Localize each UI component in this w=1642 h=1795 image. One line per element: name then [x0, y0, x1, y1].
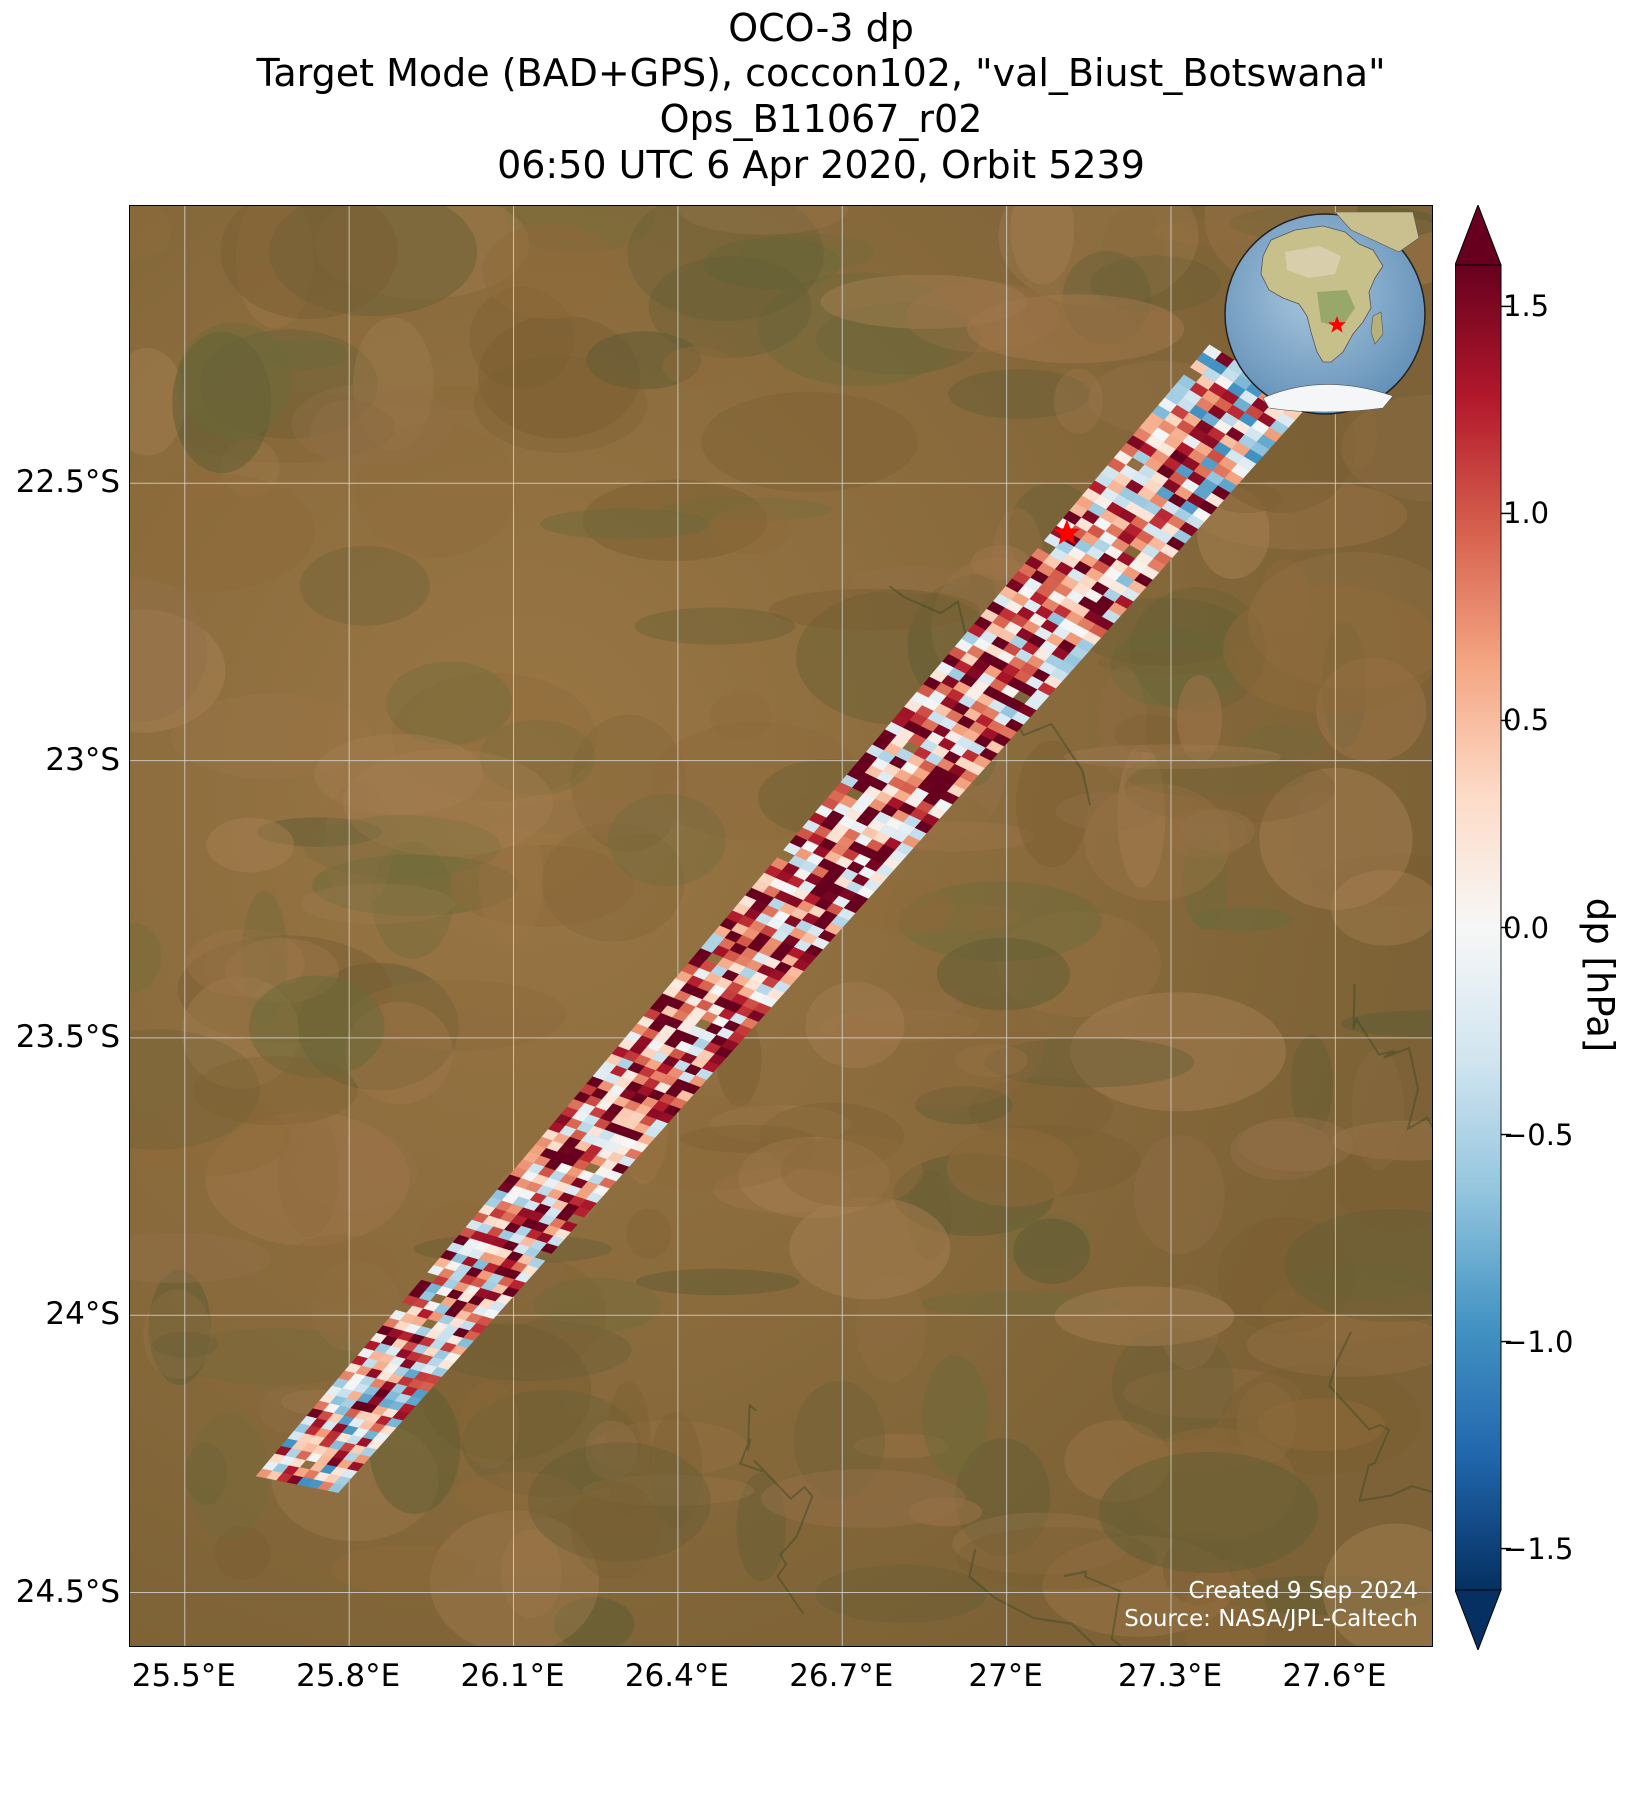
credit-source: Source: NASA/JPL-Caltech [1124, 1606, 1418, 1632]
colorbar-tick-label: −0.5 [1503, 1117, 1574, 1152]
lat-tick-label: 23.5°S [15, 1018, 120, 1055]
lon-tick-label: 27°E [968, 1658, 1043, 1694]
title-line-4: 06:50 UTC 6 Apr 2020, Orbit 5239 [497, 143, 1145, 187]
lon-tick-label: 27.6°E [1282, 1658, 1387, 1694]
title-line-2: Target Mode (BAD+GPS), coccon102, "val_B… [256, 51, 1386, 95]
lat-tick-label: 24°S [45, 1296, 120, 1333]
sounding-swath [255, 344, 1309, 1493]
colorbar-tick-label: 0.5 [1503, 703, 1550, 738]
colorbar-tick-label: 1.5 [1503, 289, 1550, 324]
target-star-icon [1053, 519, 1081, 545]
lon-tick-label: 26.4°E [624, 1658, 729, 1694]
lon-tick-label: 25.8°E [296, 1658, 401, 1694]
colorbar-tick-label: 0.0 [1503, 910, 1550, 945]
lon-tick-label: 26.7°E [789, 1658, 894, 1694]
lat-tick-label: 22.5°S [15, 464, 120, 501]
basemap-texture [130, 206, 1432, 1646]
lat-tick-label: 24.5°S [15, 1573, 120, 1610]
colorbar-label: dp [hPa] [1578, 897, 1622, 1053]
lon-tick-label: 27.3°E [1117, 1658, 1223, 1694]
sounding-pixel [559, 1220, 578, 1233]
lat-tick-label: 23°S [45, 741, 120, 778]
title-line-3: Ops_B11067_r02 [659, 97, 983, 141]
lon-tick-label: 26.1°E [460, 1658, 565, 1694]
credit-created: Created 9 Sep 2024 [1188, 1578, 1418, 1604]
colorbar-extend-max [1455, 205, 1502, 266]
sounding-pixel [527, 1257, 546, 1269]
map-canvas [130, 206, 1432, 1646]
title-line-1: OCO-3 dp [728, 6, 914, 50]
colorbar-tick-label: 1.0 [1503, 496, 1550, 531]
colorbar-tick-label: −1.0 [1503, 1324, 1574, 1359]
colorbar-gradient [1455, 264, 1502, 1591]
map-panel[interactable]: Created 9 Sep 2024 Source: NASA/JPL-Calt… [129, 205, 1433, 1647]
globe-inset [1224, 212, 1426, 415]
lon-tick-label: 25.5°E [131, 1658, 236, 1694]
colorbar [1455, 205, 1511, 1650]
colorbar-extend-min [1455, 1589, 1502, 1650]
target-star-inset-icon [1328, 316, 1346, 333]
colorbar-tick-label: −1.5 [1503, 1531, 1574, 1566]
